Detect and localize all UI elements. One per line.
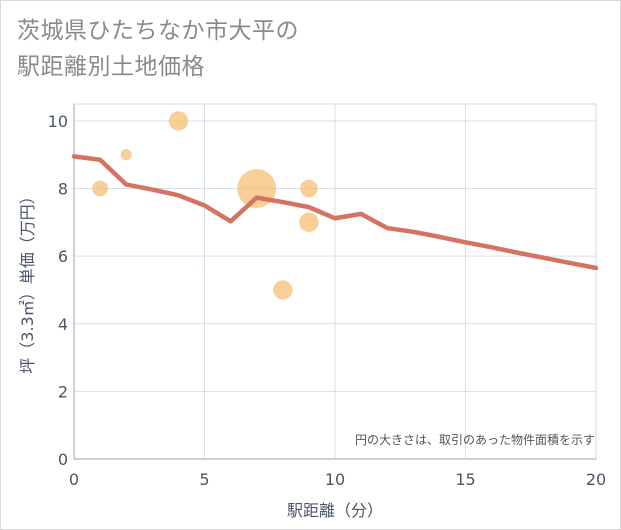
bubble-size-note: 円の大きさは、取引のあった物件面積を示す — [355, 432, 595, 447]
bubble-point — [120, 149, 132, 161]
bubble-point — [300, 179, 318, 198]
x-tick-label: 20 — [586, 470, 606, 489]
y-tick-label: 2 — [58, 382, 68, 401]
x-tick-label: 15 — [455, 470, 475, 489]
bubble-point — [299, 212, 319, 233]
tick-labels: 0 2 4 6 8 10 0 5 10 15 20 — [48, 112, 607, 489]
y-axis-label: 坪（3.3㎡）単価（万円） — [18, 188, 37, 373]
grid — [73, 104, 596, 460]
y-tick-label: 8 — [58, 180, 68, 199]
x-tick-label: 0 — [69, 470, 79, 489]
y-tick-label: 10 — [48, 112, 68, 131]
line-series — [71, 154, 599, 271]
x-tick-label: 10 — [325, 470, 345, 489]
x-axis-label: 駅距離（分） — [287, 501, 383, 520]
y-tick-label: 6 — [58, 247, 68, 266]
average-price-line — [71, 154, 599, 271]
chart-title: 茨城県ひたちなか市大平の 駅距離別土地価格 — [17, 13, 299, 85]
y-tick-label: 0 — [58, 450, 68, 469]
bubble-point — [168, 111, 189, 131]
bubble-point — [92, 180, 109, 197]
x-tick-label: 5 — [199, 470, 209, 489]
chart-title-line2: 駅距離別土地価格 — [17, 54, 205, 80]
bubble-point — [273, 280, 293, 300]
chart-title-line1: 茨城県ひたちなか市大平の — [17, 18, 299, 44]
y-tick-label: 4 — [58, 315, 68, 334]
